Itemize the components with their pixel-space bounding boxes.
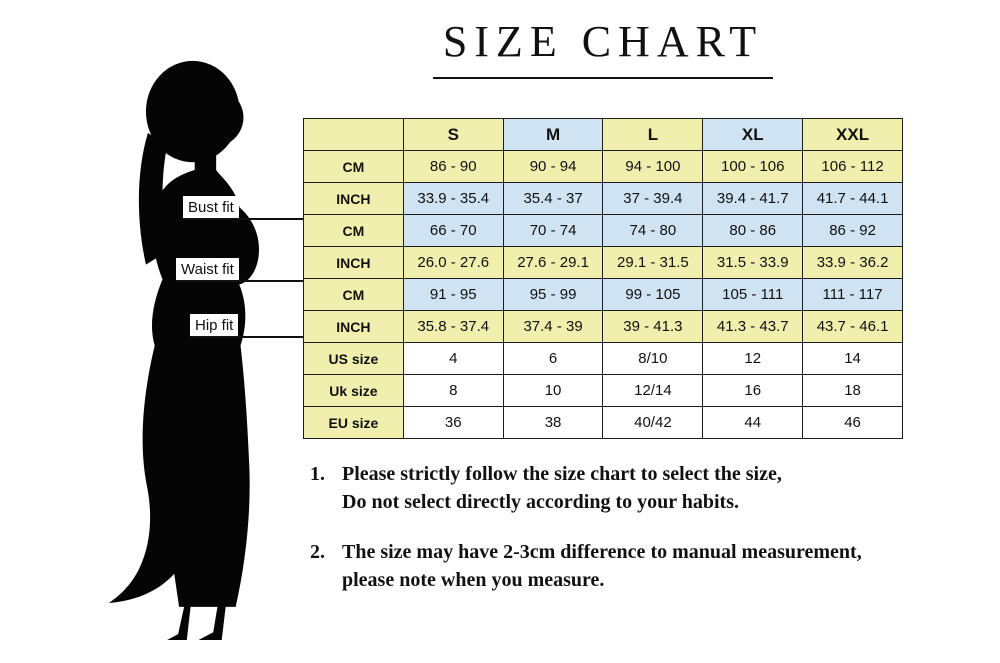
row-label: INCH	[303, 182, 404, 215]
size-cell: 41.7 - 44.1	[802, 182, 903, 215]
row-label: CM	[303, 214, 404, 247]
woman-silhouette-figure	[95, 55, 310, 662]
size-cell: 86 - 90	[402, 150, 504, 183]
size-cell: 4	[402, 342, 504, 375]
size-cell: 70 - 74	[502, 214, 604, 247]
table-row-us-size: US size 4 6 8/10 12 14	[303, 342, 903, 375]
size-cell: 12/14	[602, 374, 704, 407]
note-2-line-2: please note when you measure.	[342, 569, 605, 591]
size-cell: 99 - 105	[602, 278, 704, 311]
row-label: INCH	[303, 246, 404, 279]
table-row-waist-cm: CM 66 - 70 70 - 74 74 - 80 80 - 86 86 - …	[303, 214, 903, 247]
size-cell: 6	[502, 342, 604, 375]
waist-fit-callout: Waist fit	[176, 258, 303, 282]
size-cell: 12	[702, 342, 804, 375]
hip-fit-callout: Hip fit	[190, 314, 303, 338]
table-row-bust-cm: CM 86 - 90 90 - 94 94 - 100 100 - 106 10…	[303, 150, 903, 183]
size-cell: 8/10	[602, 342, 704, 375]
bust-fit-callout: Bust fit	[183, 196, 303, 220]
note-2-line-1: The size may have 2-3cm difference to ma…	[342, 541, 862, 563]
corner-cell	[303, 118, 404, 151]
title-wrap: SIZE CHART	[303, 16, 903, 79]
size-cell: 90 - 94	[502, 150, 604, 183]
size-cell: 37.4 - 39	[502, 310, 604, 343]
size-cell: 33.9 - 35.4	[402, 182, 504, 215]
size-cell: 44	[702, 406, 804, 439]
woman-silhouette-icon	[108, 60, 260, 662]
page-title: SIZE CHART	[432, 16, 774, 79]
size-chart-table: S M L XL XXL CM 86 - 90 90 - 94 94 - 100…	[303, 118, 903, 439]
size-cell: 35.8 - 37.4	[402, 310, 504, 343]
notes-section: 1. Please strictly follow the size chart…	[310, 460, 1000, 616]
size-cell: 31.5 - 33.9	[702, 246, 804, 279]
size-cell: 80 - 86	[702, 214, 804, 247]
size-cell: 43.7 - 46.1	[802, 310, 903, 343]
size-cell: 106 - 112	[802, 150, 903, 183]
size-cell: 27.6 - 29.1	[502, 246, 604, 279]
header-row: S M L XL XXL	[303, 118, 903, 151]
table-row-waist-inch: INCH 26.0 - 27.6 27.6 - 29.1 29.1 - 31.5…	[303, 246, 903, 279]
size-cell: 91 - 95	[402, 278, 504, 311]
note-2: 2. The size may have 2-3cm difference to…	[310, 538, 1000, 594]
column-header-xxl: XXL	[802, 118, 903, 151]
bust-fit-label: Bust fit	[183, 196, 239, 218]
size-cell: 74 - 80	[602, 214, 704, 247]
note-1-line-2: Do not select directly according to your…	[342, 491, 740, 513]
size-cell: 38	[502, 406, 604, 439]
size-cell: 8	[402, 374, 504, 407]
column-header-m: M	[502, 118, 604, 151]
column-header-xl: XL	[702, 118, 804, 151]
size-cell: 26.0 - 27.6	[402, 246, 504, 279]
size-cell: 111 - 117	[802, 278, 903, 311]
size-cell: 100 - 106	[702, 150, 804, 183]
row-label: EU size	[303, 406, 404, 439]
size-cell: 46	[802, 406, 903, 439]
size-cell: 14	[802, 342, 903, 375]
size-cell: 39 - 41.3	[602, 310, 704, 343]
size-cell: 41.3 - 43.7	[702, 310, 804, 343]
note-1-text: Please strictly follow the size chart to…	[342, 460, 1000, 516]
size-cell: 16	[702, 374, 804, 407]
column-header-s: S	[402, 118, 504, 151]
table-row-hip-inch: INCH 35.8 - 37.4 37.4 - 39 39 - 41.3 41.…	[303, 310, 903, 343]
note-1: 1. Please strictly follow the size chart…	[310, 460, 1000, 516]
size-cell: 35.4 - 37	[502, 182, 604, 215]
size-cell: 29.1 - 31.5	[602, 246, 704, 279]
row-label: Uk size	[303, 374, 404, 407]
column-header-l: L	[602, 118, 704, 151]
table-row-hip-cm: CM 91 - 95 95 - 99 99 - 105 105 - 111 11…	[303, 278, 903, 311]
size-cell: 66 - 70	[402, 214, 504, 247]
row-label: CM	[303, 150, 404, 183]
row-label: INCH	[303, 310, 404, 343]
note-2-text: The size may have 2-3cm difference to ma…	[342, 538, 1000, 594]
table-row-eu-size: EU size 36 38 40/42 44 46	[303, 406, 903, 439]
row-label: US size	[303, 342, 404, 375]
size-cell: 39.4 - 41.7	[702, 182, 804, 215]
note-1-line-1: Please strictly follow the size chart to…	[342, 463, 782, 485]
size-cell: 95 - 99	[502, 278, 604, 311]
size-cell: 94 - 100	[602, 150, 704, 183]
size-cell: 105 - 111	[702, 278, 804, 311]
size-cell: 86 - 92	[802, 214, 903, 247]
size-cell: 10	[502, 374, 604, 407]
note-1-number: 1.	[310, 463, 325, 485]
size-cell: 36	[402, 406, 504, 439]
size-cell: 37 - 39.4	[602, 182, 704, 215]
size-cell: 40/42	[602, 406, 704, 439]
table-row-uk-size: Uk size 8 10 12/14 16 18	[303, 374, 903, 407]
hip-fit-label: Hip fit	[190, 314, 239, 336]
table-row-bust-inch: INCH 33.9 - 35.4 35.4 - 37 37 - 39.4 39.…	[303, 182, 903, 215]
size-cell: 18	[802, 374, 903, 407]
note-2-number: 2.	[310, 541, 325, 563]
waist-fit-label: Waist fit	[176, 258, 239, 280]
row-label: CM	[303, 278, 404, 311]
size-cell: 33.9 - 36.2	[802, 246, 903, 279]
